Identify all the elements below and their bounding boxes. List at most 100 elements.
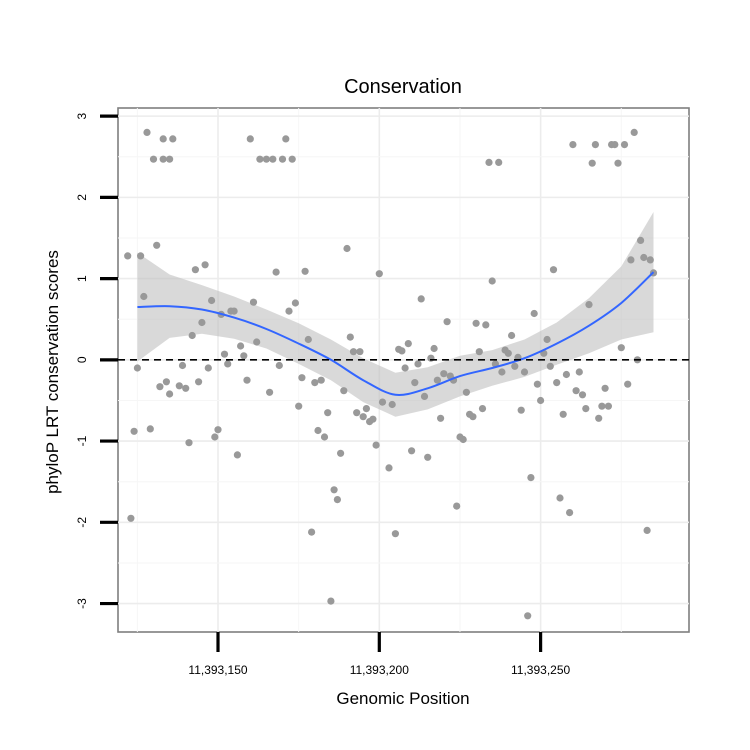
- data-point: [314, 426, 322, 435]
- data-point: [153, 241, 161, 249]
- data-point: [443, 318, 451, 326]
- data-point: [288, 155, 296, 163]
- data-point: [520, 368, 529, 376]
- data-point: [182, 384, 190, 392]
- data-point: [298, 374, 306, 382]
- y-tick-label: -1: [75, 435, 89, 446]
- data-point: [546, 362, 554, 370]
- data-point: [517, 406, 525, 414]
- data-point: [340, 387, 348, 395]
- data-point: [346, 333, 354, 341]
- data-point: [372, 441, 380, 449]
- data-point: [201, 261, 209, 269]
- data-point: [498, 368, 506, 376]
- data-point: [272, 268, 280, 276]
- data-point: [643, 526, 651, 535]
- data-point: [549, 266, 558, 274]
- data-point: [504, 349, 512, 357]
- data-point: [204, 364, 212, 372]
- y-tick-label: -3: [75, 598, 89, 609]
- data-point: [420, 392, 429, 400]
- data-point: [237, 342, 245, 350]
- data-point: [191, 266, 199, 274]
- data-point: [124, 252, 132, 260]
- data-point: [588, 159, 596, 167]
- data-point: [559, 410, 567, 418]
- data-point: [482, 321, 490, 329]
- data-point: [275, 361, 283, 370]
- data-point: [240, 352, 248, 360]
- data-point: [566, 508, 574, 517]
- data-point: [459, 435, 467, 444]
- data-point: [598, 402, 606, 410]
- data-point: [317, 376, 325, 384]
- y-tick-label: 1: [75, 275, 89, 282]
- y-tick-label: 2: [75, 194, 89, 201]
- y-tick-label: 3: [75, 112, 89, 119]
- data-point: [378, 398, 387, 406]
- data-point: [304, 335, 312, 344]
- data-point: [230, 307, 238, 315]
- data-point: [433, 376, 441, 384]
- data-point: [169, 135, 177, 143]
- data-point: [478, 405, 487, 413]
- data-point: [462, 388, 470, 396]
- data-point: [224, 360, 232, 368]
- x-axis: 11,393,150 11,393,200 11,393,250: [188, 632, 571, 677]
- data-point: [475, 348, 483, 356]
- confidence-band: [137, 212, 654, 417]
- data-point: [324, 409, 332, 417]
- data-point: [398, 347, 406, 355]
- data-point: [285, 307, 293, 315]
- data-point: [401, 364, 409, 372]
- data-point: [175, 382, 183, 390]
- data-point: [349, 348, 358, 356]
- data-point: [620, 141, 629, 149]
- smooth-line-layer: [137, 271, 655, 397]
- x-tick-label: 11,393,250: [511, 663, 570, 677]
- data-point: [195, 378, 203, 386]
- data-point: [353, 409, 361, 417]
- data-point: [162, 378, 170, 386]
- data-point: [159, 155, 167, 163]
- data-point: [198, 318, 206, 327]
- data-point: [159, 135, 167, 143]
- data-point: [427, 354, 435, 362]
- data-point: [614, 159, 622, 167]
- y-tick-label: -2: [75, 517, 89, 528]
- data-point: [133, 364, 141, 372]
- data-point: [308, 528, 316, 536]
- data-point: [630, 128, 638, 136]
- data-point: [508, 331, 516, 340]
- data-point: [282, 135, 290, 143]
- data-point: [556, 494, 564, 502]
- data-point: [601, 384, 609, 392]
- data-point: [524, 612, 532, 620]
- x-tick-label: 11,393,150: [188, 663, 247, 677]
- data-point: [408, 447, 416, 455]
- x-tick-label: 11,393,200: [350, 663, 409, 677]
- data-point: [411, 379, 419, 387]
- data-point: [278, 155, 287, 163]
- data-point: [166, 155, 174, 163]
- data-point: [320, 433, 329, 441]
- y-axis: -3 -2 -1 0 1 2 3: [75, 112, 118, 609]
- data-point: [575, 368, 583, 376]
- data-point: [243, 376, 251, 384]
- data-point: [269, 155, 277, 163]
- data-point: [533, 380, 542, 388]
- data-point: [311, 379, 319, 387]
- data-point: [430, 344, 438, 353]
- data-point: [214, 426, 222, 434]
- data-point: [553, 379, 561, 387]
- data-point: [295, 402, 303, 410]
- data-point: [185, 439, 193, 447]
- data-point: [414, 360, 422, 368]
- data-point: [578, 391, 587, 399]
- data-point: [149, 155, 158, 163]
- smooth-line: [137, 271, 655, 397]
- data-point: [249, 298, 258, 306]
- data-point: [511, 362, 519, 370]
- chart-title: Conservation: [344, 76, 462, 98]
